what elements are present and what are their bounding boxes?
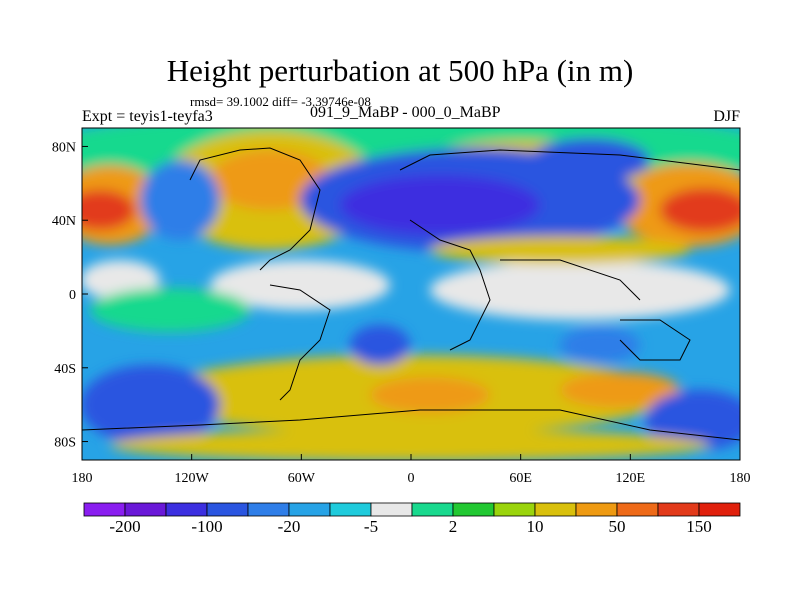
lon-tick-label: 60E [509,471,532,486]
lat-tick-label: 80N [52,140,76,155]
lon-tick-label: 180 [72,471,93,486]
stats-line: rmsd= 39.1002 diff= -3.39746e-08 [190,94,371,109]
lon-tick-label: 60W [288,471,316,486]
colorbar-swatch [698,502,741,517]
colorbar-label: 50 [609,517,626,536]
lon-tick-label: 0 [408,471,415,486]
colorbar-label: 10 [527,517,544,536]
lat-tick-label: 40N [52,214,76,229]
colorbar: -200 -100 -20 -5 2 10 50 150 [83,502,741,536]
colorbar-swatch [247,502,290,517]
colorbar-swatch [206,502,249,517]
colorbar-label: -100 [191,517,222,536]
lat-tick-label: 80S [54,436,76,451]
colorbar-swatch [493,502,536,517]
colorbar-swatch [288,502,331,517]
colorbar-swatch [329,502,372,517]
colorbar-label: 150 [686,517,712,536]
lat-tick-label: 0 [69,288,76,303]
colorbar-label: -5 [364,517,378,536]
latitude-axis: 80N 40N 0 40S 80S [52,140,88,451]
colorbar-swatch [370,502,413,517]
colorbar-label: -20 [278,517,301,536]
contour-field [82,128,740,460]
period-label: 091_9_MaBP - 000_0_MaBP [310,104,501,121]
colorbar-swatch [657,502,700,517]
lon-tick-label: 120W [175,471,210,486]
chart-title: Height perturbation at 500 hPa (in m) [166,53,634,88]
colorbar-swatch [575,502,618,517]
colorbar-swatch [411,502,454,517]
lon-tick-label: 180 [730,471,751,486]
colorbar-swatch [452,502,495,517]
colorbar-swatch [534,502,577,517]
colorbar-swatch [165,502,208,517]
colorbar-swatch [616,502,659,517]
season-label: DJF [713,108,740,125]
lat-tick-label: 40S [54,362,76,377]
colorbar-swatch [124,502,167,517]
experiment-label: Expt = teyis1-teyfa3 [82,108,213,125]
colorbar-label: 2 [449,517,458,536]
colorbar-swatch [83,502,126,517]
longitude-axis: 180 120W 60W 0 60E 120E 180 [72,454,751,486]
coastline-overlay [82,147,740,441]
colorbar-label: -200 [109,517,140,536]
lon-tick-label: 120E [616,471,646,486]
